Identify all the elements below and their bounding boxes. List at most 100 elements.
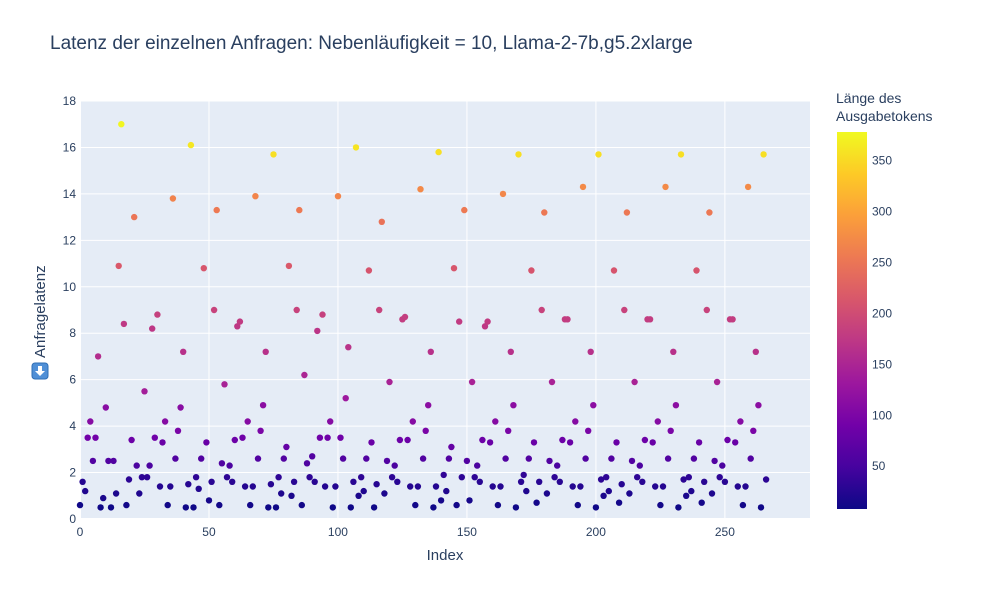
data-point (713, 378, 721, 386)
data-point (259, 402, 267, 409)
data-point (265, 504, 272, 511)
data-point (701, 478, 708, 485)
data-point (667, 427, 674, 434)
data-point (615, 499, 623, 506)
data-point (82, 487, 89, 495)
x-tick-label: 50 (202, 525, 216, 539)
down-arrow-icon (31, 362, 49, 380)
data-point (541, 209, 548, 216)
data-point (711, 457, 718, 465)
data-point (249, 483, 256, 490)
data-point (474, 462, 481, 469)
data-point (174, 427, 182, 434)
data-point (102, 404, 110, 411)
data-point (339, 455, 347, 462)
data-point (685, 474, 692, 481)
data-point (479, 436, 486, 444)
data-point (623, 209, 631, 216)
data-point (288, 492, 295, 499)
data-point (131, 213, 138, 221)
colorbar-title-line-2: Ausgabetokens (836, 108, 933, 124)
data-point (404, 436, 411, 444)
data-point (453, 501, 460, 509)
data-point (708, 490, 716, 497)
data-point (450, 265, 458, 272)
data-point (489, 483, 496, 490)
y-axis-ticks: 0 2 4 6 8 10 12 14 16 18 (63, 94, 77, 526)
data-point (208, 478, 215, 485)
data-point (621, 306, 628, 314)
data-point (296, 206, 303, 214)
data-point (368, 439, 375, 446)
data-point (324, 434, 331, 441)
data-point (634, 474, 641, 481)
data-point (481, 323, 489, 330)
data-point (659, 483, 667, 490)
data-point (559, 436, 566, 444)
data-point (649, 439, 656, 446)
data-point (278, 490, 285, 497)
data-point (128, 436, 135, 444)
data-point (252, 193, 259, 200)
data-point (752, 348, 759, 355)
data-point (443, 487, 450, 495)
data-point (543, 490, 551, 497)
data-point (412, 501, 419, 509)
data-point (492, 418, 499, 425)
data-point (626, 490, 633, 497)
data-point (195, 485, 202, 492)
data-point (414, 483, 422, 490)
colorbar-tick-label: 250 (872, 255, 892, 269)
data-point (569, 483, 576, 490)
data-point (499, 190, 507, 198)
data-point (703, 306, 710, 314)
data-point (120, 320, 128, 328)
data-point (618, 481, 625, 488)
x-axis-title: Index (427, 547, 464, 564)
data-point (76, 501, 84, 509)
data-point (554, 462, 561, 469)
y-tick-label: 0 (69, 512, 76, 526)
data-point (342, 395, 349, 402)
colorbar-gradient (837, 132, 867, 509)
data-point (231, 436, 238, 444)
data-point (579, 183, 587, 191)
data-point (603, 474, 610, 481)
data-points (76, 121, 770, 511)
colorbar-tick-label: 150 (872, 357, 892, 371)
data-point (133, 462, 140, 469)
data-point (383, 457, 391, 465)
x-tick-label: 250 (715, 525, 735, 539)
data-point (590, 402, 597, 409)
data-point (693, 267, 700, 274)
data-point (89, 457, 97, 465)
data-point (316, 434, 324, 441)
data-point (505, 427, 512, 434)
data-point (466, 497, 473, 504)
data-point (118, 121, 125, 128)
data-point (314, 327, 321, 335)
data-point (84, 434, 91, 441)
data-point (105, 457, 112, 465)
data-point (719, 462, 726, 469)
data-point (332, 483, 339, 490)
data-point (407, 483, 414, 490)
data-point (631, 378, 638, 386)
colorbar: Länge des Ausgabetokens 50 100 150 200 250 30… (836, 90, 933, 509)
data-point (115, 262, 122, 270)
data-point (275, 474, 282, 481)
data-point (87, 418, 94, 425)
data-point (355, 492, 362, 499)
y-tick-label: 12 (63, 233, 77, 247)
data-point (587, 348, 594, 355)
data-point (536, 478, 543, 485)
data-point (445, 455, 453, 462)
data-point (680, 476, 687, 483)
data-point (247, 501, 254, 509)
data-point (358, 474, 365, 481)
data-point (652, 483, 659, 490)
data-point (716, 474, 723, 481)
data-point (391, 462, 398, 469)
data-point (757, 504, 765, 511)
